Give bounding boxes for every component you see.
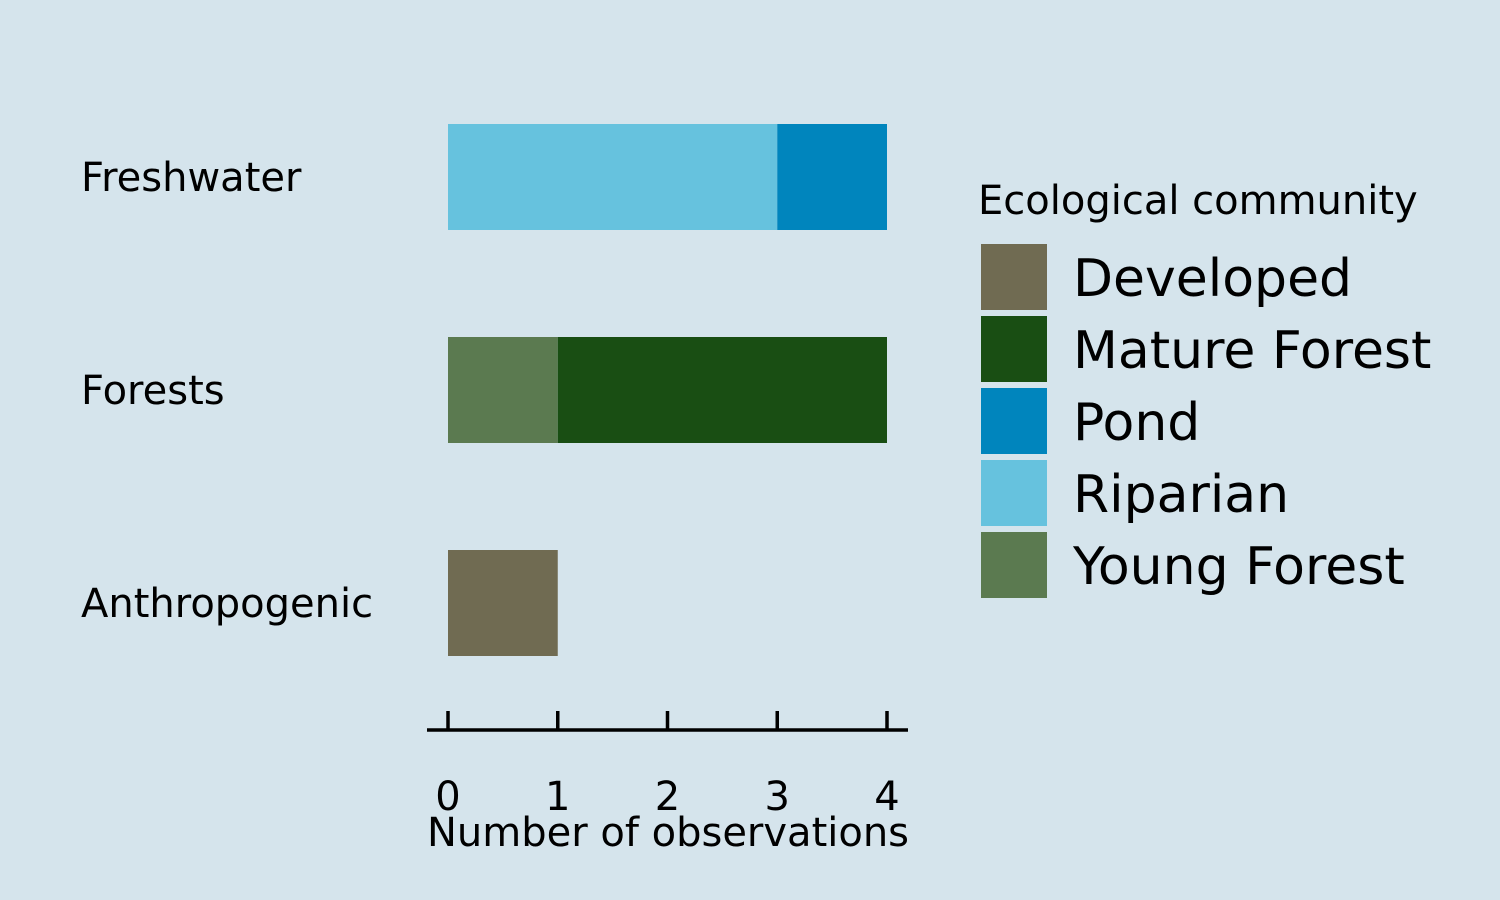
- legend-item-pond: Pond: [981, 388, 1200, 454]
- bar-freshwater-pond: [777, 124, 887, 230]
- legend-label-pond: Pond: [1073, 393, 1200, 453]
- x-tick-label-4: 4: [874, 774, 899, 820]
- x-axis-title: Number of observations: [427, 810, 909, 856]
- legend-label-mature-forest: Mature Forest: [1073, 321, 1431, 381]
- legend-label-developed: Developed: [1073, 249, 1352, 309]
- legend-swatch-young-forest: [981, 532, 1047, 598]
- bar-forests-mature-forest: [557, 337, 887, 443]
- bar-forests-young-forest: [448, 337, 558, 443]
- category-label-forests: Forests: [81, 368, 225, 414]
- legend-swatch-mature-forest: [981, 316, 1047, 382]
- category-labels: Freshwater Forests Anthropogenic: [81, 155, 373, 627]
- legend-title: Ecological community: [978, 178, 1418, 224]
- legend-swatch-pond: [981, 388, 1047, 454]
- legend-item-mature-forest: Mature Forest: [981, 316, 1431, 382]
- legend-swatch-riparian: [981, 460, 1047, 526]
- bar-freshwater-riparian: [448, 124, 778, 230]
- x-tick-label-2: 2: [655, 774, 680, 820]
- category-label-anthropogenic: Anthropogenic: [81, 581, 373, 627]
- legend-item-developed: Developed: [981, 244, 1352, 310]
- legend-swatch-developed: [981, 244, 1047, 310]
- x-ticks: 0 1 2 3 4: [435, 711, 900, 820]
- legend-item-riparian: Riparian: [981, 460, 1289, 526]
- legend-items: Developed Mature Forest Pond Riparian Young …: [981, 244, 1431, 598]
- x-tick-label-1: 1: [545, 774, 570, 820]
- legend-label-young-forest: Young Forest: [1072, 537, 1405, 597]
- x-tick-label-0: 0: [435, 774, 460, 820]
- x-tick-label-3: 3: [765, 774, 790, 820]
- category-label-freshwater: Freshwater: [81, 155, 302, 201]
- x-axis: 0 1 2 3 4 Number of observations: [427, 711, 909, 856]
- legend-label-riparian: Riparian: [1073, 465, 1289, 525]
- bars: [448, 124, 887, 656]
- bar-anthropogenic-developed: [448, 550, 558, 656]
- legend: Ecological community Developed Mature For…: [978, 178, 1431, 598]
- legend-item-young-forest: Young Forest: [981, 532, 1405, 598]
